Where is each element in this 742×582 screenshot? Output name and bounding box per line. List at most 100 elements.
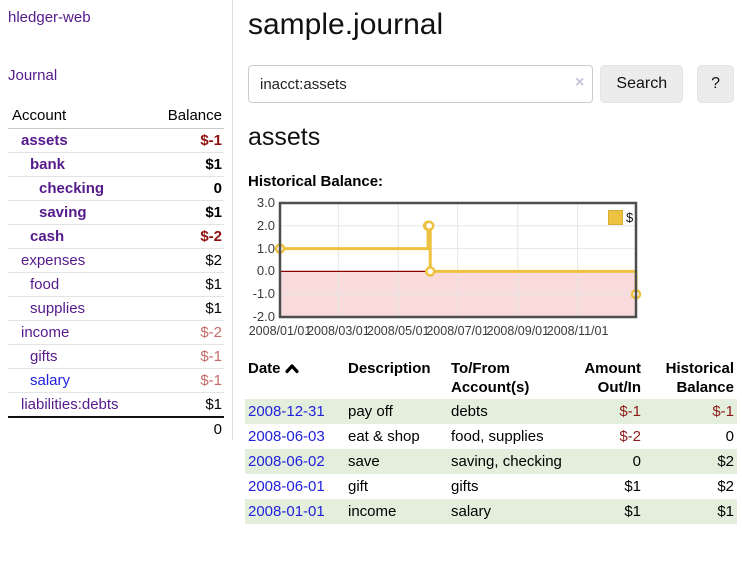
transaction-balance: $-1 — [644, 399, 737, 424]
account-row: supplies $1 — [8, 296, 224, 321]
transaction-description: pay off — [345, 399, 448, 424]
transaction-accounts: salary — [448, 499, 572, 524]
account-link[interactable]: expenses — [21, 252, 86, 269]
account-link[interactable]: bank — [30, 156, 66, 173]
account-row: food $1 — [8, 272, 224, 297]
account-row: gifts $-1 — [8, 344, 224, 369]
legend-label: $ — [626, 210, 634, 225]
accounts-body: assets $-1 bank $1 checking 0 saving $1 cash $-2 e… — [8, 128, 224, 441]
account-balance: $2 — [148, 248, 224, 273]
transaction-row: 2008-01-01 income salary $1 $1 — [245, 499, 737, 524]
transaction-amount: $1 — [624, 478, 641, 495]
account-row: cash $-2 — [8, 224, 224, 249]
main-content: sample.journal × Search ? assets Histori… — [234, 0, 742, 524]
balance-col-header: Balance — [148, 104, 224, 129]
accounts-total-value: 0 — [148, 416, 224, 441]
search-button[interactable]: Search — [600, 65, 684, 103]
chart-x-tick-label: 2008/03/01 — [307, 324, 370, 338]
account-link[interactable]: gifts — [30, 348, 58, 365]
account-row: expenses $2 — [8, 248, 224, 273]
transaction-amount: $-2 — [619, 428, 641, 445]
transaction-date-link[interactable]: 2008-06-01 — [248, 478, 325, 495]
transaction-amount: $-1 — [572, 399, 644, 424]
transaction-accounts: food, supplies — [451, 428, 544, 445]
account-heading: assets — [248, 123, 321, 151]
account-balance: 0 — [148, 176, 224, 201]
account-row: assets $-1 — [8, 128, 224, 153]
account-row: liabilities:debts $1 — [8, 392, 224, 418]
sort-ascending-icon — [284, 364, 299, 374]
account-row: saving $1 — [8, 200, 224, 225]
search-input[interactable] — [248, 65, 594, 103]
transaction-amount: $1 — [572, 499, 644, 524]
register-header-row: Date Description To/From Account(s) Amount Ou… — [245, 357, 737, 399]
transaction-accounts: debts — [448, 399, 572, 424]
register-col-header[interactable]: Date — [245, 357, 345, 399]
transaction-balance: $2 — [717, 478, 734, 495]
historical-balance-chart: 3.0 2.0 1.0 0.0 -1.0 -2.0 2008/01/01 2008/03/01… — [248, 195, 728, 342]
account-link[interactable]: supplies — [30, 300, 86, 317]
account-balance: $-2 — [148, 320, 224, 345]
transaction-date-link[interactable]: 2008-12-31 — [248, 403, 325, 420]
account-link[interactable]: saving — [39, 204, 87, 221]
sidebar-item-journal[interactable]: Journal — [8, 67, 58, 84]
account-link[interactable]: liabilities:debts — [21, 396, 119, 413]
transaction-row: 2008-06-03 eat & shop food, supplies $-2 0 — [245, 424, 737, 449]
transaction-accounts: gifts — [451, 478, 479, 495]
app-brand-link[interactable]: hledger-web — [8, 9, 91, 26]
register-table: Date Description To/From Account(s) Amount Ou… — [245, 357, 737, 524]
account-balance: $1 — [148, 152, 224, 177]
account-row: salary $-1 — [8, 368, 224, 393]
transaction-balance: 0 — [725, 428, 734, 445]
account-balance: $1 — [148, 392, 224, 418]
register-col-header: Amount Out/In — [584, 360, 641, 396]
account-link[interactable]: income — [21, 324, 70, 341]
transaction-description: save — [345, 449, 448, 474]
account-balance: $-2 — [148, 224, 224, 249]
transaction-description: eat & shop — [348, 428, 420, 445]
register-col-header: To/From Account(s) — [451, 360, 530, 396]
account-link[interactable]: cash — [30, 228, 65, 245]
help-button[interactable]: ? — [697, 65, 734, 103]
clear-search-icon[interactable]: × — [575, 74, 585, 91]
transaction-balance: $1 — [644, 499, 737, 524]
transaction-accounts: saving, checking — [448, 449, 572, 474]
transaction-date-link[interactable]: 2008-01-01 — [248, 503, 325, 520]
account-balance: $1 — [148, 296, 224, 321]
accounts-total-row: 0 — [8, 416, 224, 441]
account-row: income $-2 — [8, 320, 224, 345]
chart-x-tick-label: 2008/07/01 — [426, 324, 489, 338]
chart-legend: $ — [608, 210, 633, 225]
account-link[interactable]: food — [30, 276, 60, 293]
sidebar: hledger-web Journal Account Balance asse… — [0, 0, 233, 441]
account-link[interactable]: checking — [39, 180, 105, 197]
transaction-description: gift — [348, 478, 369, 495]
account-row: bank $1 — [8, 152, 224, 177]
account-link[interactable]: salary — [30, 372, 71, 389]
search-form: × Search ? — [248, 65, 734, 103]
transaction-date-link[interactable]: 2008-06-03 — [248, 428, 325, 445]
account-balance: $-1 — [148, 344, 224, 369]
chart-x-tick-label: 2008/01/01 — [248, 324, 312, 338]
chart-x-tick-label: 2008/05/01 — [366, 324, 430, 338]
legend-swatch-icon — [608, 210, 623, 225]
account-row: checking 0 — [8, 176, 224, 201]
chart-y-tick-label: 1.0 — [256, 240, 275, 256]
chart-canvas — [274, 201, 642, 319]
account-balance: $1 — [148, 200, 224, 225]
chart-heading: Historical Balance: — [248, 173, 384, 190]
register-col-header: Description — [348, 360, 431, 377]
transaction-amount: 0 — [572, 449, 644, 474]
account-balance: $-1 — [148, 368, 224, 393]
register-body: 2008-12-31 pay off debts $-1 $-1 2008-06-03 ea… — [245, 399, 737, 524]
chart-y-tick-label: -1.0 — [252, 286, 275, 302]
transaction-date-link[interactable]: 2008-06-02 — [248, 453, 325, 470]
register-col-header: Historical Balance — [665, 360, 734, 396]
accounts-col-header: Account — [8, 104, 149, 129]
chart-y-tick-label: 2.0 — [256, 217, 275, 233]
account-link[interactable]: assets — [21, 132, 68, 149]
chart-y-tick-label: 3.0 — [256, 195, 275, 210]
chart-x-tick-label: 2008/09/01 — [486, 324, 550, 338]
chart-y-tick-label: 0.0 — [256, 263, 275, 279]
chart-x-tick-label: 2008/11/01 — [546, 324, 609, 338]
